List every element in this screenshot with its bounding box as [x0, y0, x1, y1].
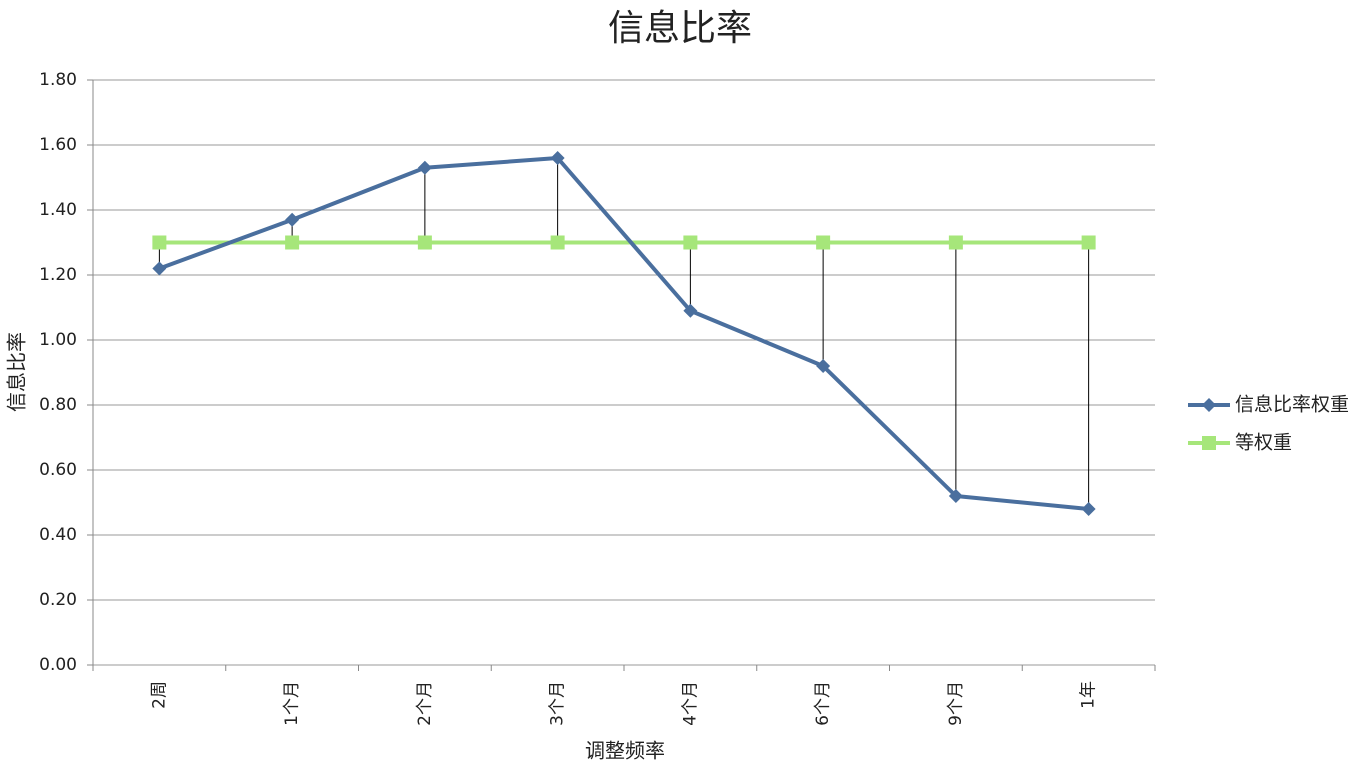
- data-point: [417, 160, 432, 175]
- data-point: [417, 235, 432, 250]
- y-tick-label: 0.80: [39, 395, 77, 415]
- data-point: [1081, 502, 1096, 516]
- y-axis-label: 信息比率: [5, 332, 29, 412]
- y-tick-label: 0.40: [39, 525, 77, 545]
- data-point: [1081, 235, 1096, 250]
- legend-marker: [1202, 398, 1216, 412]
- data-point: [285, 235, 300, 250]
- data-point: [948, 235, 963, 250]
- y-tick-label: 1.00: [39, 330, 77, 350]
- y-tick-label: 1.60: [39, 135, 77, 155]
- data-point: [285, 212, 300, 227]
- x-tick-label: 2个月: [415, 681, 435, 726]
- data-point: [550, 235, 565, 250]
- legend-marker: [1202, 436, 1216, 450]
- x-tick-label: 4个月: [680, 681, 700, 726]
- data-point: [152, 235, 167, 250]
- y-tick-label: 1.80: [39, 70, 77, 90]
- data-point: [152, 261, 167, 276]
- legend-label: 信息比率权重: [1235, 394, 1349, 416]
- data-point: [683, 235, 698, 250]
- x-tick-label: 1个月: [282, 681, 302, 726]
- x-tick-label: 9个月: [946, 681, 966, 726]
- data-point: [683, 303, 698, 318]
- data-point: [816, 359, 831, 373]
- x-tick-label: 2周: [149, 681, 169, 709]
- x-axis-label: 调整频率: [585, 739, 665, 763]
- x-tick-label: 6个月: [813, 681, 833, 726]
- legend-label: 等权重: [1235, 432, 1292, 454]
- data-point: [550, 151, 565, 165]
- x-tick-label: 1年: [1079, 681, 1099, 709]
- chart-title: 信息比率: [608, 8, 752, 49]
- y-tick-label: 0.00: [39, 655, 77, 675]
- series-line: [158, 156, 1089, 511]
- data-point: [816, 235, 831, 250]
- x-tick-label: 3个月: [548, 681, 568, 726]
- y-tick-label: 0.60: [39, 460, 77, 480]
- y-tick-label: 1.20: [39, 265, 77, 285]
- y-tick-label: 1.40: [39, 200, 77, 220]
- y-tick-label: 0.20: [39, 590, 77, 610]
- data-point: [948, 489, 963, 503]
